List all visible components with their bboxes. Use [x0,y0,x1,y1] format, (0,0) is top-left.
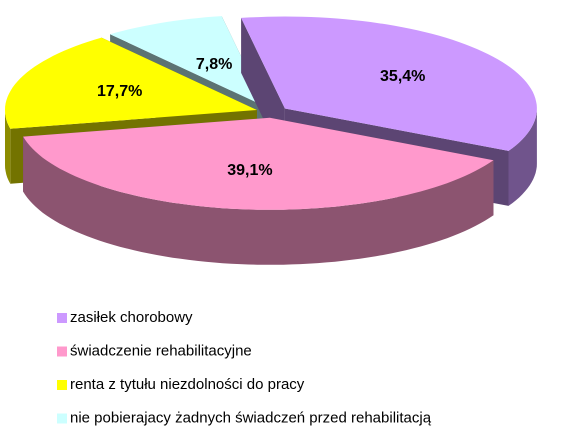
data-label: 7,8% [196,56,232,73]
legend-label: nie pobierajacy żadnych świadczeń przed … [70,409,432,426]
slice-side [508,108,537,206]
slice [110,16,266,107]
data-label: 17,7% [97,83,142,100]
legend-label: świadczenie rehabilitacyjne [70,342,252,359]
slice-side [5,110,11,184]
slice [5,37,257,129]
data-label: 39,1% [227,162,272,179]
legend-swatch [57,380,67,390]
slice [23,117,494,210]
legend-swatch [57,413,67,424]
slice-side [23,136,494,265]
slice [241,16,537,151]
legend-label: renta z tytułu niezdolności do pracy [70,376,305,393]
legend-swatch [57,346,67,357]
data-label: 35,4% [380,68,425,85]
legend-label: zasiłek chorobowy [70,309,193,326]
legend-swatch [57,313,67,323]
